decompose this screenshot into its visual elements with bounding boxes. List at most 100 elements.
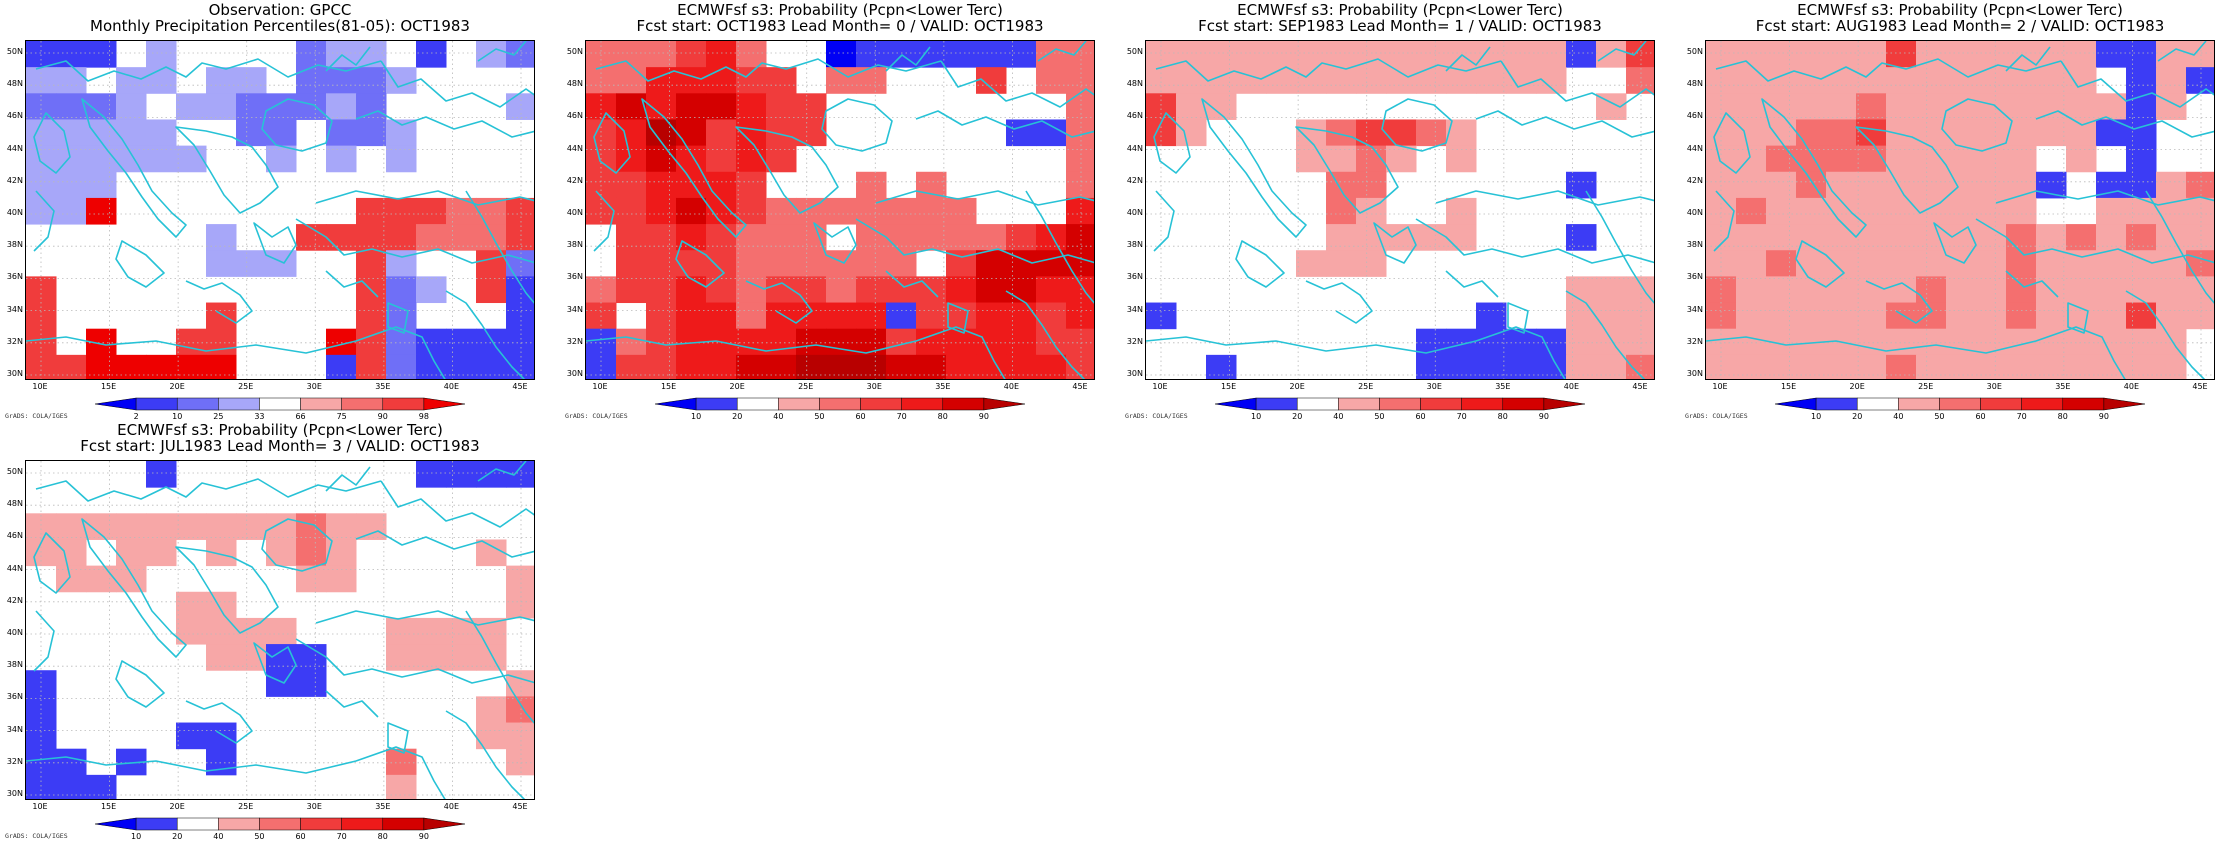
grid-cell [86, 354, 117, 379]
grid-cell [416, 41, 447, 68]
color-bar-label: 20 [1852, 412, 1863, 421]
color-bar-swatch [382, 817, 425, 831]
grid-cell [86, 565, 117, 593]
color-bar-swatch [423, 817, 466, 831]
color-bar-label: 90 [978, 412, 989, 421]
panel-lead1: ECMWFsf s3: Probability (Pcpn<Lower Terc… [1120, 0, 1680, 421]
grid-cell [206, 354, 237, 379]
grid-cell [646, 354, 677, 379]
grid-cell [1176, 93, 1207, 120]
grid-cell [386, 644, 417, 671]
grid-cell [56, 748, 87, 776]
color-bar-label: 90 [377, 412, 388, 421]
grid-cell [706, 171, 737, 199]
grid-cell [56, 197, 87, 225]
grid-cell [86, 145, 117, 173]
lat-tick-label: 36N [6, 272, 23, 282]
lat-tick-label: 42N [566, 175, 583, 185]
grid-cell [706, 250, 737, 277]
grid-cell [946, 354, 977, 379]
grid-cell [766, 354, 797, 379]
grid-cell [1976, 276, 2007, 304]
grid-cell [1146, 41, 1177, 68]
grid-cell [976, 302, 1007, 330]
color-bar-swatch [695, 397, 738, 411]
grid-cell [386, 302, 417, 330]
grid-cell [86, 197, 117, 225]
lat-tick-label: 46N [1126, 111, 1143, 121]
grid-cell [176, 328, 207, 356]
grid-cell [2066, 276, 2097, 304]
color-bar-label: 50 [1934, 412, 1945, 421]
grid-cell [826, 197, 857, 225]
grid-cell [2156, 41, 2187, 68]
grid-cell [26, 774, 57, 799]
grid-cell [146, 513, 177, 540]
grid-cell [676, 197, 707, 225]
color-bar-label: 20 [732, 412, 743, 421]
panel-lead0: ECMWFsf s3: Probability (Pcpn<Lower Terc… [560, 0, 1120, 421]
grid-cell [1886, 145, 1917, 173]
grid-cell [1886, 93, 1917, 120]
color-bar-label: 75 [336, 412, 347, 421]
grid-cell [946, 41, 977, 68]
grid-cell [1626, 302, 1654, 330]
grid-cell [646, 276, 677, 304]
grid-cell [296, 539, 327, 567]
grid-cell [1796, 276, 1827, 304]
grid-cell [1826, 354, 1857, 379]
grid-cell [476, 696, 507, 724]
lat-tick-label: 36N [1686, 272, 1703, 282]
map-area [1145, 40, 1655, 380]
lat-tick-label: 30N [566, 369, 583, 378]
grid-cell [2126, 354, 2157, 379]
grid-cell [386, 354, 417, 379]
grid-cell [146, 461, 177, 488]
grid-cell [976, 354, 1007, 379]
grads-credit: GrADS: COLA/IGES [5, 412, 68, 420]
grid-cell [1826, 145, 1857, 173]
grid-cell [116, 513, 147, 540]
grid-cell [736, 145, 767, 173]
grid-cell [476, 461, 507, 488]
color-bar-swatch [135, 397, 178, 411]
color-bar-label: 90 [1538, 412, 1549, 421]
grid-cell [326, 41, 357, 68]
grid-cell [886, 354, 917, 379]
color-bar-swatch [176, 817, 219, 831]
panel-subtitle: Fcst start: SEP1983 Lead Month= 1 / VALI… [1198, 17, 1602, 35]
color-bar-swatch [654, 397, 697, 411]
grid-cell [476, 722, 507, 750]
grid-cell [616, 119, 647, 147]
grid-cell [2006, 171, 2037, 199]
grid-cell [616, 276, 647, 304]
grid-cell [736, 328, 767, 356]
lat-tick-label: 46N [6, 111, 23, 121]
grid-cell [1856, 328, 1887, 356]
panel-observation: Observation: GPCC Monthly Precipitation P… [0, 0, 560, 421]
grid-cell [1596, 302, 1627, 330]
color-bar-swatch [1502, 397, 1545, 411]
lon-tick-label: 20E [729, 382, 745, 391]
grid-cell [616, 67, 647, 94]
grid-cell [676, 41, 707, 68]
grid-cell [856, 276, 887, 304]
grid-cell [976, 67, 1007, 94]
grid-cell [1796, 197, 1827, 225]
lon-tick-label: 25E [1358, 382, 1374, 391]
color-bar-label: 60 [855, 412, 866, 421]
lon-tick-label: 40E [2123, 382, 2140, 391]
grid-cell [1326, 250, 1357, 277]
grid-cell [1506, 354, 1537, 379]
coastlines [26, 461, 534, 799]
lat-tick-label: 38N [6, 240, 23, 250]
grid-cell [56, 67, 87, 94]
grid-cell [2096, 302, 2127, 330]
color-bar-swatch [135, 817, 178, 831]
grid-cell [1066, 328, 1094, 356]
grid-cell [266, 119, 297, 147]
grid-cell [2126, 67, 2157, 94]
grid-cell [356, 224, 387, 251]
grid-cell [1446, 197, 1477, 225]
lat-tick-label: 50N [566, 47, 583, 56]
